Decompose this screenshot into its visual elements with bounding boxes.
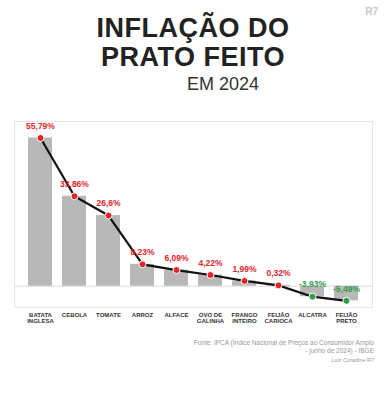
svg-text:33,86%: 33,86%	[60, 179, 89, 189]
svg-text:FEIJÃOCARIOCA: FEIJÃOCARIOCA	[265, 312, 294, 324]
svg-text:FEIJÃOPRETO: FEIJÃOPRETO	[336, 312, 358, 324]
html-text:Luiz Coradine R7: Luiz Coradine R7	[331, 357, 374, 363]
svg-text:ALFACE: ALFACE	[165, 312, 189, 318]
svg-text:-5,49%: -5,49%	[333, 284, 360, 294]
svg-text:-3,93%: -3,93%	[299, 279, 326, 289]
svg-text:55,79%: 55,79%	[26, 121, 55, 131]
html-text:INFLAÇÃO DO PRATO FEITO: INFLAÇÃO DO PRATO FEITO	[96, 13, 290, 72]
svg-text:1,99%: 1,99%	[232, 264, 257, 274]
html-text:R7: R7	[365, 6, 378, 17]
svg-text:CEBOLA: CEBOLA	[62, 312, 88, 318]
svg-text:0,32%: 0,32%	[266, 268, 291, 278]
svg-text:26,6%: 26,6%	[96, 198, 121, 208]
svg-text:8,23%: 8,23%	[130, 247, 155, 257]
svg-text:ARROZ: ARROZ	[132, 312, 154, 318]
svg-text:TOMATE: TOMATE	[96, 312, 121, 318]
svg-text:ALCATRA: ALCATRA	[298, 312, 327, 318]
html-text:EM 2024: EM 2024	[187, 74, 259, 94]
svg-text:BATATAINGLESA: BATATAINGLESA	[27, 312, 54, 324]
svg-text:6,09%: 6,09%	[164, 253, 189, 263]
svg-text:4,22%: 4,22%	[198, 258, 223, 268]
html-text:Fonte: IPCA (Índice Nacional d: Fonte: IPCA (Índice Nacional de Preços a…	[193, 339, 374, 354]
svg-text:FRANGOINTEIRO: FRANGOINTEIRO	[232, 312, 258, 324]
svg-text:OVO DEGALINHA: OVO DEGALINHA	[197, 312, 225, 324]
